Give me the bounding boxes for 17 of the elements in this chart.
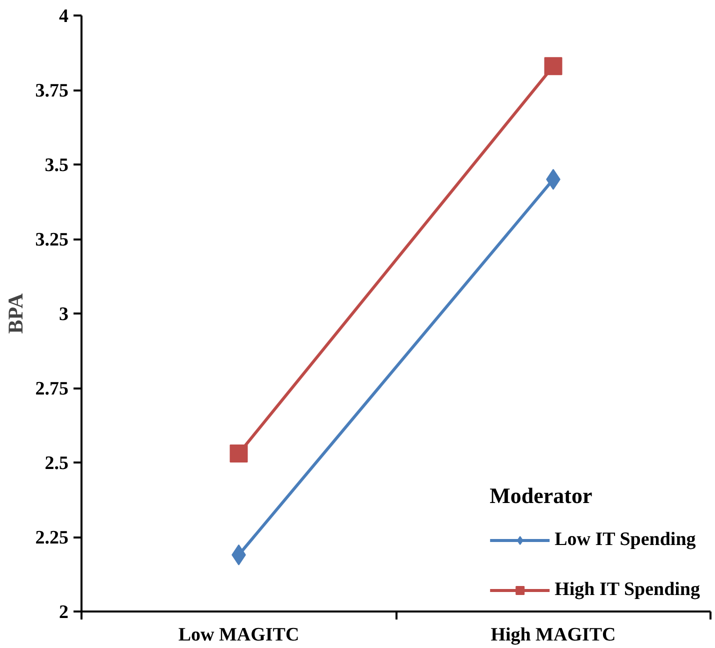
y-tick-label: 2.5 — [44, 453, 68, 474]
x-tick-label: High MAGITC — [490, 624, 616, 646]
x-tick-label: Low MAGITC — [178, 624, 300, 646]
y-tick-label: 2 — [59, 602, 68, 623]
legend-label: Low IT Spending — [554, 529, 696, 551]
y-tick-label: 3.75 — [35, 80, 68, 102]
y-tick-label: 4 — [59, 6, 69, 27]
y-tick-label: 2.25 — [35, 528, 68, 548]
y-tick-label: 3 — [59, 304, 68, 325]
point — [230, 444, 248, 463]
point — [544, 57, 562, 76]
legend-title: Moderator — [490, 483, 594, 509]
y-tick-label: 2.75 — [35, 378, 68, 400]
y-tick-label: 3.25 — [35, 230, 68, 250]
legend-label: High IT Spending — [554, 579, 700, 601]
y-axis-title: BPA — [3, 292, 28, 334]
y-tick-label: 3.5 — [44, 155, 68, 176]
